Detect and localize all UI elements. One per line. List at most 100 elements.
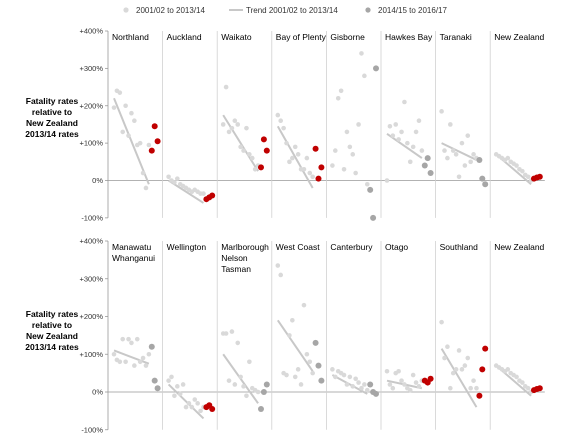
region-panel: West Coast	[271, 241, 325, 430]
recent-point	[427, 375, 434, 382]
historic-point	[143, 185, 149, 191]
historic-point	[140, 355, 146, 361]
region-panel: Taranaki	[435, 31, 489, 218]
historic-point	[390, 385, 396, 391]
recent-point	[312, 339, 319, 346]
historic-point	[172, 180, 177, 185]
recent-point	[209, 192, 216, 199]
legend-label: 2001/02 to 2013/14	[136, 6, 206, 15]
historic-point	[462, 163, 468, 168]
historic-point	[175, 176, 180, 181]
historic-point	[183, 404, 189, 410]
recent-point	[424, 155, 431, 162]
historic-point	[341, 372, 347, 378]
historic-point	[235, 122, 241, 127]
historic-point	[290, 155, 295, 161]
legend-marker	[365, 7, 371, 13]
historic-point	[356, 122, 361, 127]
y-axis-label: Fatality rates relative to New Zealand 2013…	[25, 96, 79, 139]
historic-point	[229, 125, 235, 131]
trend-line	[113, 349, 150, 365]
historic-point	[413, 129, 419, 135]
y-tick-label: 0%	[92, 388, 103, 397]
historic-point	[146, 142, 152, 148]
historic-point	[298, 382, 304, 387]
y-tick-label: +400%	[79, 237, 103, 246]
historic-point	[301, 302, 307, 308]
historic-point	[341, 166, 347, 172]
historic-point	[275, 112, 281, 118]
historic-point	[402, 382, 407, 387]
historic-point	[399, 378, 404, 383]
historic-point	[290, 317, 295, 323]
historic-point	[364, 181, 370, 187]
historic-point	[456, 174, 462, 180]
historic-point	[249, 155, 255, 161]
legend-label: 2014/15 to 2016/17	[378, 6, 448, 15]
trend-line	[440, 348, 478, 408]
recent-point	[421, 162, 428, 169]
historic-point	[252, 166, 258, 172]
historic-point	[442, 355, 447, 361]
historic-point	[287, 333, 292, 338]
historic-point	[134, 336, 140, 342]
historic-point	[226, 129, 232, 135]
historic-point	[364, 387, 370, 393]
recent-point	[318, 164, 325, 171]
recent-point	[154, 385, 161, 392]
region-title: Canterbury	[330, 242, 373, 252]
region-panel: New Zealand	[489, 241, 545, 430]
historic-point	[137, 140, 143, 146]
region-panel: New Zealand	[489, 31, 545, 218]
recent-point	[209, 405, 216, 412]
recent-point	[257, 164, 264, 171]
historic-point	[396, 368, 401, 374]
historic-point	[120, 336, 126, 342]
recent-point	[479, 175, 486, 182]
historic-point	[410, 144, 416, 150]
historic-point	[350, 152, 356, 157]
historic-point	[453, 152, 459, 157]
historic-point	[241, 384, 246, 389]
recent-point	[479, 366, 486, 373]
recent-point	[482, 345, 489, 352]
historic-point	[180, 382, 186, 387]
historic-point	[445, 344, 450, 350]
historic-point	[384, 368, 390, 374]
region-panel: Auckland	[162, 31, 216, 218]
historic-point	[356, 380, 361, 385]
historic-point	[195, 401, 200, 406]
historic-point	[137, 359, 143, 365]
historic-point	[399, 129, 404, 135]
historic-point	[448, 385, 453, 391]
historic-point	[525, 385, 531, 391]
historic-point	[238, 374, 243, 380]
historic-point	[465, 355, 471, 361]
historic-point	[333, 148, 338, 153]
y-tick-label: 0%	[92, 176, 103, 185]
historic-point	[448, 122, 453, 127]
region-panel: Marlborough Nelson Tasman	[216, 241, 270, 430]
recent-point	[260, 389, 267, 395]
historic-point	[143, 363, 149, 368]
region-title: New Zealand	[494, 242, 544, 252]
historic-point	[123, 359, 128, 365]
trend-line	[276, 125, 314, 189]
historic-point	[126, 133, 131, 138]
trend-line	[441, 142, 477, 161]
historic-point	[465, 133, 471, 138]
historic-point	[129, 110, 134, 116]
historic-point	[281, 125, 286, 131]
region-panel: Wellington	[162, 241, 216, 430]
recent-point	[476, 156, 483, 163]
recent-point	[476, 392, 483, 399]
historic-point	[117, 90, 123, 95]
recent-point	[151, 123, 158, 130]
historic-point	[307, 170, 313, 176]
historic-point	[505, 367, 511, 372]
historic-point	[445, 155, 450, 161]
y-tick-label: +400%	[79, 27, 103, 36]
y-tick-label: +200%	[79, 312, 103, 321]
historic-point	[413, 380, 419, 385]
historic-point	[247, 359, 252, 365]
